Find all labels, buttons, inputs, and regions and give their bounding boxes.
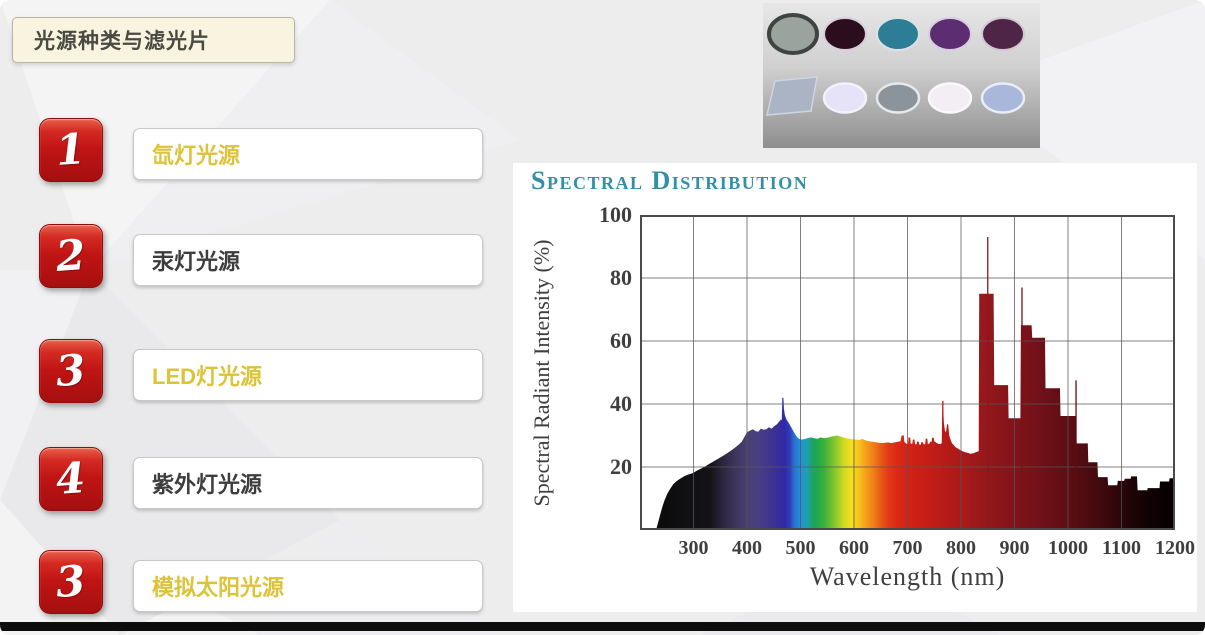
filter-row2-5 [980, 82, 1026, 114]
item-3-number-badge: 3 [39, 339, 103, 403]
x-tick-800: 800 [946, 537, 976, 559]
item-1-number-badge: 1 [39, 118, 103, 182]
filters-illustration [766, 13, 1026, 116]
x-tick-1200: 1200 [1155, 537, 1195, 559]
spectral-plot [640, 215, 1175, 530]
item-2-label: 汞灯光源 [152, 249, 241, 274]
filter-row1-5 [981, 17, 1025, 51]
x-tick-1100: 1100 [1102, 537, 1141, 559]
filter-row1-4 [928, 17, 972, 51]
x-tick-1000: 1000 [1048, 537, 1088, 559]
x-tick-400: 400 [732, 537, 762, 559]
item-2-number-badge: 2 [39, 224, 103, 288]
filter-row2-2 [822, 82, 868, 114]
x-tick-900: 900 [999, 537, 1030, 559]
item-5-label: 模拟太阳光源 [152, 575, 285, 600]
item-4-number: 4 [54, 453, 88, 504]
item-1-number: 1 [54, 124, 88, 175]
list-item-1: 1 氙灯光源 [39, 118, 489, 184]
item-3-label-box: LED灯光源 [133, 349, 483, 401]
y-tick-labels: 20 40 60 80 100 [574, 202, 632, 530]
slide-title-box: 光源种类与滤光片 [12, 17, 295, 63]
filter-row2-1 [766, 76, 818, 116]
list-item-4: 4 紫外灯光源 [39, 447, 489, 513]
item-5-number-badge: 3 [39, 550, 103, 614]
bottom-bar [0, 622, 1205, 631]
list-item-3: 3 LED灯光源 [39, 339, 489, 405]
item-1-label: 氙灯光源 [152, 143, 241, 168]
item-3-label: LED灯光源 [152, 364, 263, 389]
y-tick-60: 60 [610, 328, 632, 353]
y-tick-80: 80 [610, 265, 632, 290]
x-axis-label: Wavelength (nm) [809, 562, 1006, 591]
item-4-label-box: 紫外灯光源 [133, 457, 483, 509]
filter-row2-4 [927, 82, 973, 114]
x-tick-700: 700 [892, 537, 923, 559]
item-4-number-badge: 4 [39, 447, 103, 511]
filter-row1-2 [823, 17, 867, 51]
item-2-label-box: 汞灯光源 [133, 234, 483, 286]
item-4-label: 紫外灯光源 [152, 472, 263, 497]
x-tick-500: 500 [785, 537, 816, 559]
item-1-label-box: 氙灯光源 [133, 128, 483, 180]
y-tick-40: 40 [610, 391, 632, 416]
item-3-number: 3 [54, 345, 88, 396]
item-5-number: 3 [54, 556, 88, 607]
y-tick-20: 20 [610, 454, 632, 479]
slide-title: 光源种类与滤光片 [34, 30, 210, 53]
x-tick-300: 300 [678, 537, 709, 559]
list-item-5: 3 模拟太阳光源 [39, 550, 489, 616]
item-2-number: 2 [54, 230, 88, 281]
list-item-2: 2 汞灯光源 [39, 224, 489, 290]
filter-row1-3 [876, 17, 920, 51]
y-axis-label: Spectral Radiant Intensity (%) [529, 239, 554, 507]
item-5-label-box: 模拟太阳光源 [133, 560, 483, 612]
filter-row1-1 [767, 13, 819, 55]
filters-photo [763, 3, 1040, 148]
x-tick-labels: 300 400 500 600 700 800 900 1000 1100 1200 [640, 537, 1196, 563]
x-tick-600: 600 [839, 537, 869, 559]
chart-title: Spectral Distribution [531, 166, 809, 195]
filter-row2-3 [875, 82, 921, 114]
y-tick-100: 100 [599, 202, 632, 227]
spectral-chart-panel: Spectral Distribution Spectral Radiant I… [513, 163, 1197, 612]
